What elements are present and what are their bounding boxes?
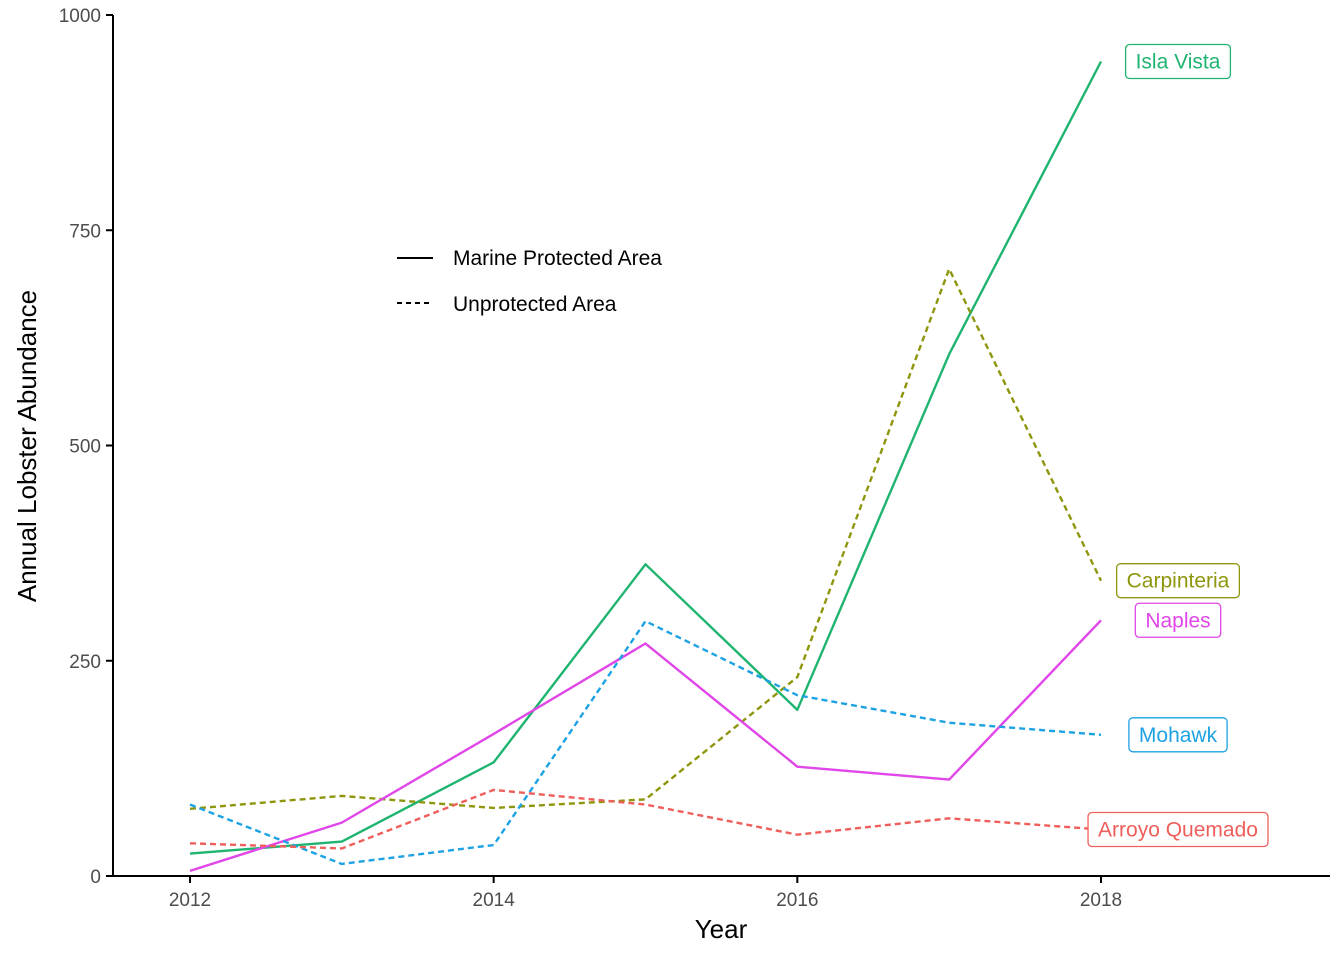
x-ticks: 2012 2014 2016 2018 bbox=[169, 876, 1122, 911]
site-label-text: Isla Vista bbox=[1136, 50, 1221, 73]
y-tick-label: 0 bbox=[90, 867, 101, 888]
site-label-text: Carpinteria bbox=[1127, 570, 1230, 593]
legend: Marine Protected Area Unprotected Area bbox=[397, 247, 662, 316]
site-label-carpinteria: Carpinteria bbox=[1115, 563, 1241, 599]
series-line-naples bbox=[189, 619, 1102, 872]
legend-label-unprotected: Unprotected Area bbox=[453, 293, 617, 316]
site-label-box bbox=[1128, 717, 1228, 753]
series-line-mohawk bbox=[189, 619, 1102, 866]
y-tick-label: 250 bbox=[69, 652, 101, 673]
series-line-arroyo-quemado bbox=[189, 788, 1102, 850]
x-tick-label: 2018 bbox=[1080, 890, 1122, 911]
series-line-isla-vista bbox=[189, 60, 1103, 855]
series-line-carpinteria bbox=[189, 267, 1103, 811]
x-tick-label: 2014 bbox=[473, 890, 516, 911]
site-label-isla-vista: Isla Vista bbox=[1124, 43, 1232, 80]
site-label-mohawk: Mohawk bbox=[1128, 717, 1228, 753]
series-lines bbox=[189, 60, 1103, 872]
x-tick-label: 2012 bbox=[169, 890, 211, 911]
y-tick-label: 1000 bbox=[59, 6, 101, 27]
site-label-naples: Naples bbox=[1134, 602, 1222, 638]
site-label-box bbox=[1087, 811, 1269, 848]
y-ticks: 0 250 500 750 1000 bbox=[59, 6, 113, 888]
y-axis-title: Annual Lobster Abundance bbox=[12, 290, 42, 602]
site-label-arroyo-quemado: Arroyo Quemado bbox=[1087, 811, 1269, 848]
legend-label-protected: Marine Protected Area bbox=[453, 247, 662, 270]
x-axis-title: Year bbox=[695, 914, 748, 944]
y-tick-label: 750 bbox=[69, 221, 101, 242]
site-label-text: Arroyo Quemado bbox=[1098, 819, 1258, 842]
site-label-text: Naples bbox=[1145, 609, 1210, 632]
site-labels: Isla Vista Carpinteria Naples Mohawk Arroyo … bbox=[1087, 43, 1269, 848]
x-tick-label: 2016 bbox=[776, 890, 818, 911]
site-label-box bbox=[1134, 602, 1222, 638]
y-tick-label: 500 bbox=[69, 437, 101, 458]
site-label-box bbox=[1124, 43, 1232, 80]
site-label-text: Mohawk bbox=[1139, 724, 1218, 747]
site-label-box bbox=[1115, 563, 1241, 599]
